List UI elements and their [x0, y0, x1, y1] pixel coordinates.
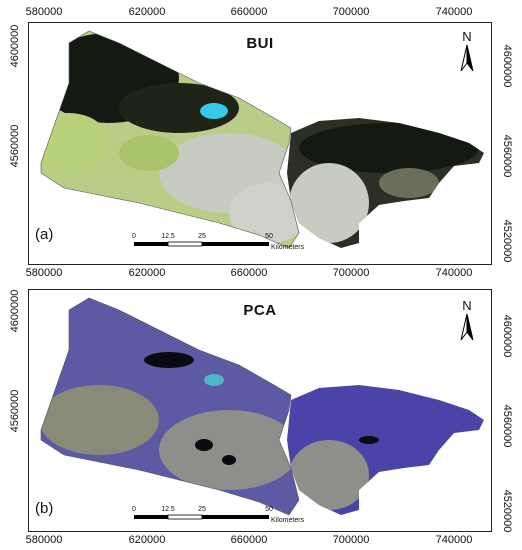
- scale-label: 0: [132, 506, 136, 513]
- scale-unit: Kilometers: [271, 517, 305, 524]
- north-arrow-shape: [460, 44, 474, 72]
- x-tick-label: 740000: [435, 6, 473, 18]
- x-tick-label: 580000: [25, 534, 63, 546]
- scale-label: 50: [265, 506, 273, 513]
- map-title: BUI: [246, 35, 274, 52]
- y-tick-label: 4560000: [501, 404, 513, 448]
- y-tick-label: 4560000: [9, 124, 21, 168]
- scale-label: 25: [198, 506, 206, 513]
- y-tick-label: 4560000: [501, 134, 513, 178]
- x-tick-label: 660000: [230, 6, 268, 18]
- x-tick-label: 660000: [230, 534, 268, 546]
- bui-map-image: [40, 30, 484, 249]
- x-tick-label: 700000: [332, 6, 370, 18]
- y-tick-label: 4600000: [9, 289, 21, 333]
- x-tick-label: 620000: [128, 6, 166, 18]
- map-title: PCA: [243, 302, 277, 319]
- scale-bar-graphic: [134, 241, 269, 247]
- x-tick-label: 580000: [25, 6, 63, 18]
- x-tick-label: 620000: [128, 534, 166, 546]
- y-tick-label: 4600000: [501, 44, 513, 88]
- scale-label: 12.5: [161, 233, 175, 240]
- north-arrow-icon: N: [455, 298, 479, 341]
- scale-label: 0: [132, 233, 136, 240]
- north-letter: N: [462, 298, 472, 313]
- x-tick-label: 620000: [128, 267, 166, 279]
- scale-bar: 0 12.5 25 50 Kilometers: [132, 506, 372, 528]
- x-tick-label: 740000: [435, 534, 473, 546]
- north-letter: N: [462, 29, 472, 44]
- scale-bar-graphic: [134, 514, 269, 520]
- x-tick-label: 700000: [332, 267, 370, 279]
- x-tick-label: 580000: [25, 267, 63, 279]
- y-tick-label: 4520000: [501, 489, 513, 533]
- pca-map-image: [40, 297, 484, 516]
- north-arrow-icon: N: [455, 29, 479, 72]
- panel-label: (b): [35, 500, 54, 517]
- y-tick-label: 4520000: [501, 219, 513, 263]
- north-arrow-shape: [460, 313, 474, 341]
- y-tick-label: 4600000: [9, 24, 21, 68]
- scale-bar: 0 12.5 25 50 Kilometers: [132, 233, 372, 255]
- y-tick-label: 4560000: [9, 389, 21, 433]
- scale-label: 25: [198, 233, 206, 240]
- map-panel-bui: BUI (a) N 0 12.5 25 50 Kilometers: [28, 22, 492, 265]
- y-tick-label: 4600000: [501, 314, 513, 358]
- panel-label: (a): [35, 226, 54, 243]
- scale-label: 12.5: [161, 506, 175, 513]
- scale-unit: Kilometers: [271, 244, 305, 251]
- map-panel-pca: PCA (b) N 0 12.5 25 50 Kilometers: [28, 289, 492, 532]
- scale-label: 50: [265, 233, 273, 240]
- x-tick-label: 740000: [435, 267, 473, 279]
- x-tick-label: 700000: [332, 534, 370, 546]
- x-tick-label: 660000: [230, 267, 268, 279]
